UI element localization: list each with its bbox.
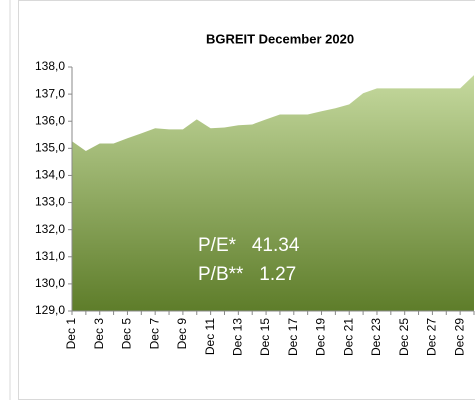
chart-title: BGREIT December 2020 bbox=[206, 31, 354, 46]
annotation: P/E* 41.34 bbox=[198, 235, 300, 256]
x-tick-label: Dec 3 bbox=[92, 318, 106, 350]
y-tick-label: 130,0 bbox=[35, 276, 65, 290]
y-tick-label: 129,0 bbox=[35, 303, 65, 317]
x-tick-label: Dec 9 bbox=[175, 318, 189, 350]
chart-frame bbox=[18, 0, 475, 400]
y-tick-label: 135,0 bbox=[35, 141, 65, 155]
x-tick-label: Dec 1 bbox=[64, 318, 78, 350]
x-tick-label: Dec 13 bbox=[231, 318, 245, 356]
y-tick-label: 132,0 bbox=[35, 222, 65, 236]
y-tick-label: 138,0 bbox=[35, 59, 65, 73]
x-tick-label: Dec 5 bbox=[120, 318, 134, 350]
annotation: P/B** 1.27 bbox=[198, 264, 296, 285]
x-tick-label: Dec 23 bbox=[369, 318, 383, 356]
x-tick-label: Dec 17 bbox=[286, 318, 300, 356]
y-tick-label: 137,0 bbox=[35, 86, 65, 100]
y-tick-label: 134,0 bbox=[35, 168, 65, 182]
area bbox=[72, 75, 474, 311]
x-tick-label: Dec 27 bbox=[425, 318, 439, 356]
x-tick-label: Dec 21 bbox=[341, 318, 355, 356]
x-tick-label: Dec 25 bbox=[397, 318, 411, 356]
y-tick-label: 133,0 bbox=[35, 195, 65, 209]
x-tick-label: Dec 15 bbox=[258, 318, 272, 356]
x-tick-label: Dec 19 bbox=[314, 318, 328, 356]
y-tick-label: 131,0 bbox=[35, 249, 65, 263]
x-tick-label: Dec 29 bbox=[452, 318, 466, 356]
x-tick-label: Dec 7 bbox=[147, 318, 161, 350]
x-tick-label: Dec 11 bbox=[203, 318, 217, 355]
y-tick-label: 136,0 bbox=[35, 113, 65, 127]
